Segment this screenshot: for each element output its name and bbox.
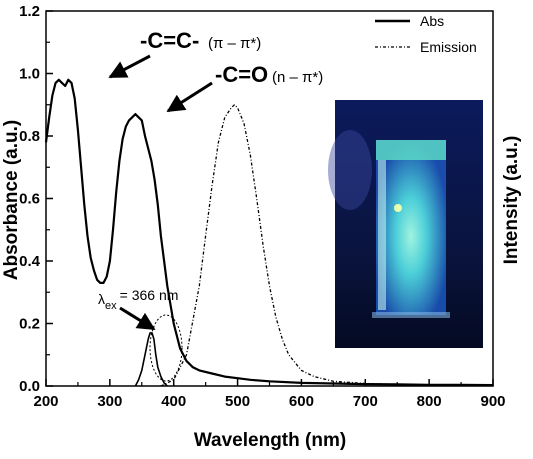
x-tick-label: 200 (33, 393, 58, 410)
x-tick-label: 800 (417, 393, 442, 410)
y2-axis-title: Intensity (a.u.) (501, 136, 522, 265)
annotation-co-transition: (n – π*) (272, 69, 323, 86)
annotation-co-bond: -C=O (215, 62, 268, 87)
x-axis-title: Wavelength (nm) (194, 430, 346, 451)
lambda-subscript: ex (105, 300, 117, 312)
arrow-cc (108, 54, 151, 79)
y-tick-label: 0.0 (19, 378, 40, 395)
y-tick-label: 1.0 (19, 66, 40, 83)
x-tick-label: 700 (353, 393, 378, 410)
excitation-circle (149, 314, 183, 382)
arrow-lambda (119, 306, 156, 331)
y-tick-label: 0.6 (19, 191, 40, 208)
axis-ticks: 200 300 400 500 600 700 800 900 0.0 0.2 0.4 0.6 0.8 1… (19, 3, 505, 410)
x-tick-label: 500 (225, 393, 250, 410)
y-axis-title: Absorbance (a.u.) (1, 120, 22, 280)
annotation-lambda-ex: λex= 366 nm (98, 287, 178, 312)
x-tick-label: 400 (161, 393, 186, 410)
annotation-cc-transition: (π – π*) (208, 35, 261, 52)
annotations: -C=C- (π – π*) -C=O (n – π*) λex= 366 nm (98, 28, 323, 382)
y-tick-label: 0.8 (19, 128, 40, 145)
series-line-excitation (134, 332, 168, 387)
vial-photo (328, 100, 483, 348)
arrow-co (166, 81, 213, 113)
lambda-value: = 366 nm (120, 287, 179, 303)
series-line-abs (44, 78, 494, 387)
series-layer (44, 78, 494, 387)
legend-abs-label: Abs (420, 13, 444, 29)
legend: Abs Emission (375, 13, 477, 55)
legend-emission-label: Emission (420, 39, 477, 55)
x-tick-label: 300 (97, 393, 122, 410)
x-tick-label: 900 (480, 393, 505, 410)
lambda-symbol: λ (98, 291, 105, 307)
y-tick-label: 0.2 (19, 316, 40, 333)
y-tick-label: 0.4 (19, 253, 41, 270)
x-tick-label: 600 (289, 393, 314, 410)
annotation-cc-bond: -C=C- (140, 28, 199, 53)
y-tick-label: 1.2 (19, 3, 40, 20)
